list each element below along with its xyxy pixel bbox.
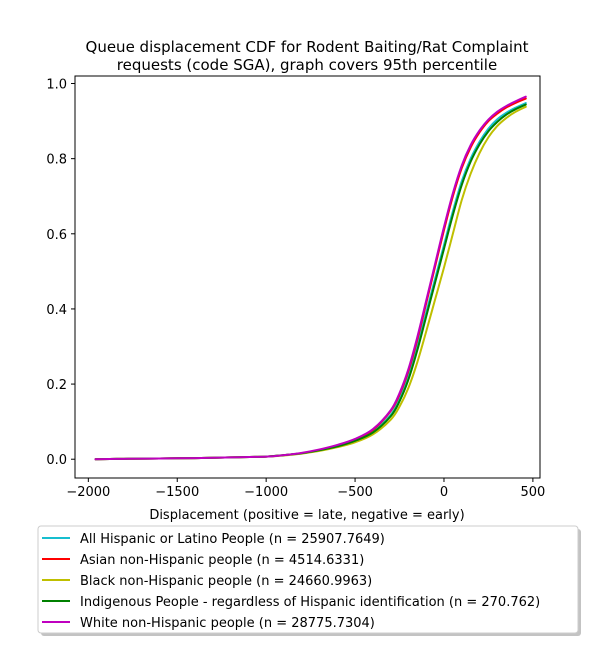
x-tick-label: 500 [520,485,545,500]
legend-label: Indigenous People - regardless of Hispan… [80,595,540,610]
legend-box [37,525,579,634]
y-tick-label: 0.8 [46,153,67,168]
x-tick-label: 0 [440,485,448,500]
legend-label: Asian non-Hispanic people (n = 4514.6331… [80,553,364,568]
legend-label: Black non-Hispanic people (n = 24660.996… [80,574,372,589]
y-tick-label: 1.0 [46,78,67,93]
legend: All Hispanic or Latino People (n = 25907… [37,525,581,636]
series-line-4 [94,103,527,461]
legend-label: All Hispanic or Latino People (n = 25907… [80,532,385,547]
y-tick-label: 0.2 [46,378,67,393]
y-tick-label: 0.4 [46,303,67,318]
y-tick-label: 0.0 [46,453,67,468]
x-axis-label: Displacement (positive = late, negative … [149,508,464,523]
plot-series [94,95,527,461]
series-line-3 [94,105,527,461]
series-line-5 [94,95,527,461]
plot-area-frame [74,75,541,479]
chart-title: Queue displacement CDF for Rodent Baitin… [86,38,529,74]
x-tick-label: −2000 [66,485,110,500]
chart-title-line-2: requests (code SGA), graph covers 95th p… [117,56,497,74]
y-tick-label: 0.6 [46,228,67,243]
legend-entries: All Hispanic or Latino People (n = 25907… [42,532,540,631]
x-tick-label: −500 [337,485,373,500]
x-tick-label: −1500 [155,485,199,500]
axis-ticks: −2000 −1500 −1000 −500 0 500 0.0 0.2 0.4 0.6 0.8 1.… [46,78,545,500]
x-tick-label: −1000 [244,485,288,500]
chart-title-line-1: Queue displacement CDF for Rodent Baitin… [86,38,529,56]
series-line-2 [94,97,527,461]
series-line-1 [94,102,527,461]
legend-label: White non-Hispanic people (n = 28775.730… [80,616,375,631]
